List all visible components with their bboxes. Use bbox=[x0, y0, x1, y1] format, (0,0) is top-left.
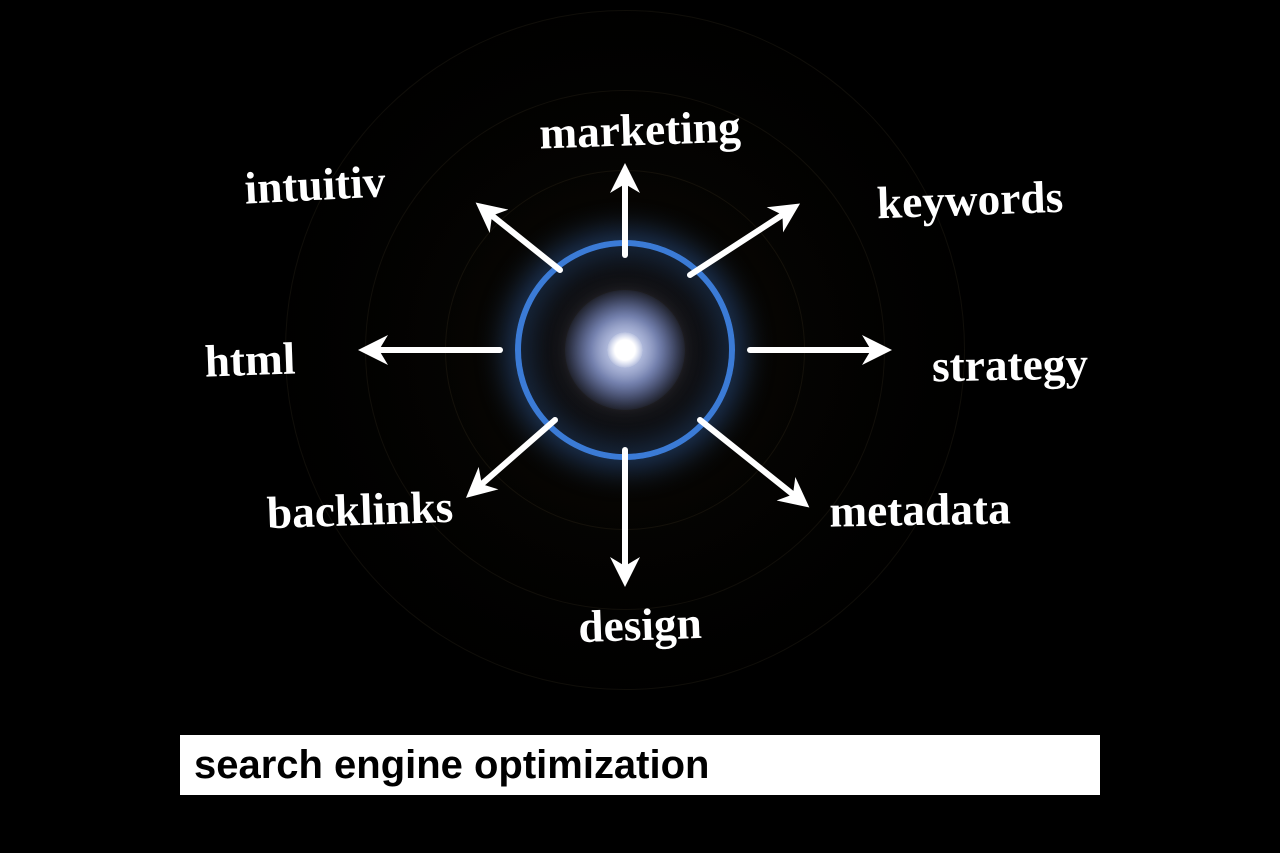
arrow-keywords bbox=[690, 210, 790, 275]
flare-ring bbox=[515, 240, 735, 460]
node-backlinks: backlinks bbox=[266, 481, 454, 539]
flare-core bbox=[607, 332, 643, 368]
flare-glow bbox=[565, 290, 685, 410]
arrow-intuitiv bbox=[485, 210, 560, 270]
node-strategy: strategy bbox=[932, 338, 1089, 393]
node-marketing: marketing bbox=[538, 101, 741, 160]
node-html: html bbox=[204, 332, 296, 387]
arrow-metadata bbox=[700, 420, 800, 500]
node-metadata: metadata bbox=[829, 482, 1011, 537]
caption-text: search engine optimization bbox=[194, 743, 709, 788]
node-design: design bbox=[577, 597, 702, 653]
node-intuitiv: intuitiv bbox=[243, 155, 387, 214]
arrow-backlinks bbox=[475, 420, 555, 490]
node-keywords: keywords bbox=[876, 171, 1064, 229]
flare-halo-1 bbox=[445, 170, 805, 530]
caption-bar: search engine optimization bbox=[180, 735, 1100, 795]
diagram-canvas: marketing intuitiv keywords html strateg… bbox=[0, 0, 1280, 853]
